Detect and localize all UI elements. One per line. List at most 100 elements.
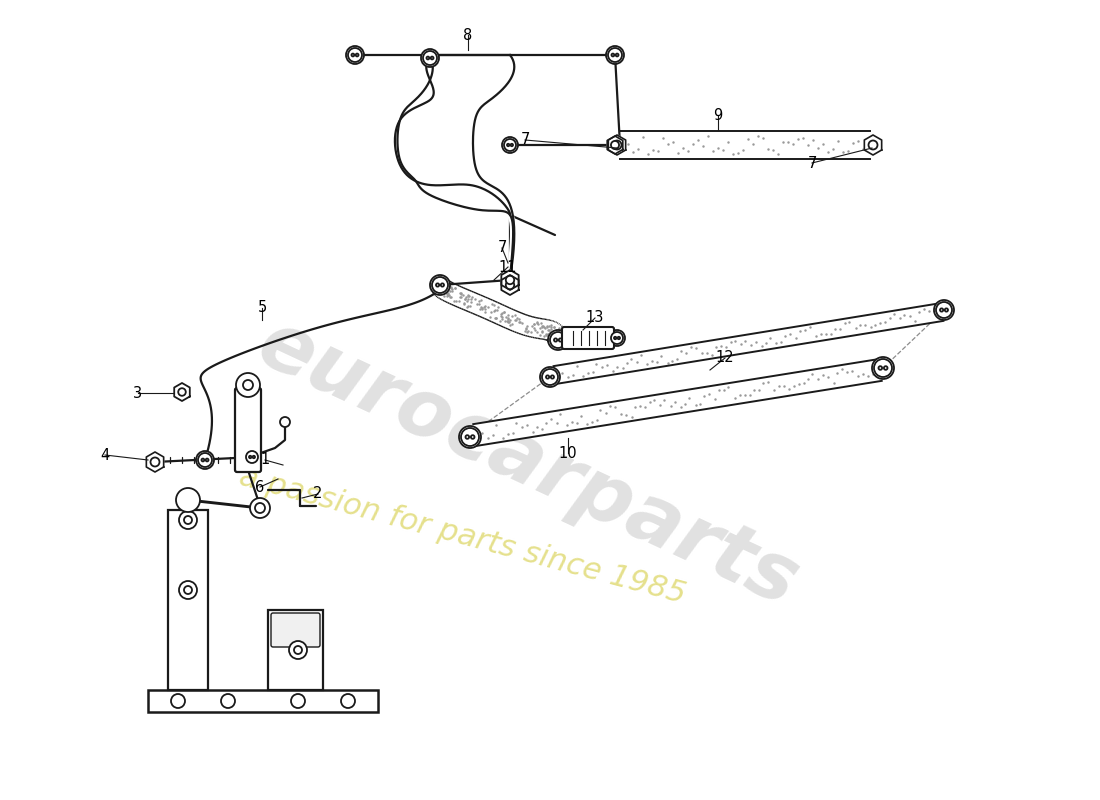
Circle shape xyxy=(184,516,192,524)
Circle shape xyxy=(471,435,474,438)
Circle shape xyxy=(506,276,514,284)
Text: 5: 5 xyxy=(257,301,266,315)
Circle shape xyxy=(346,46,364,64)
Circle shape xyxy=(551,375,554,378)
Polygon shape xyxy=(174,383,190,401)
Circle shape xyxy=(936,302,952,318)
Circle shape xyxy=(502,137,518,153)
Circle shape xyxy=(546,375,549,378)
Text: 4: 4 xyxy=(100,447,110,462)
Circle shape xyxy=(554,338,558,342)
Circle shape xyxy=(550,332,566,348)
Circle shape xyxy=(206,458,209,462)
Circle shape xyxy=(608,48,622,62)
Circle shape xyxy=(610,141,619,149)
Circle shape xyxy=(280,417,290,427)
FancyBboxPatch shape xyxy=(148,690,378,712)
Circle shape xyxy=(355,54,359,57)
Circle shape xyxy=(221,694,235,708)
Circle shape xyxy=(548,330,568,350)
Circle shape xyxy=(616,54,618,57)
Circle shape xyxy=(292,694,305,708)
Circle shape xyxy=(612,54,614,57)
Circle shape xyxy=(934,300,954,320)
Circle shape xyxy=(178,388,186,396)
Circle shape xyxy=(542,369,558,385)
Circle shape xyxy=(606,46,624,64)
Circle shape xyxy=(341,694,355,708)
Circle shape xyxy=(430,275,450,295)
Circle shape xyxy=(243,380,253,390)
Circle shape xyxy=(507,144,509,146)
Text: 3: 3 xyxy=(133,386,143,401)
Text: 11: 11 xyxy=(498,259,517,274)
FancyBboxPatch shape xyxy=(271,613,320,647)
Circle shape xyxy=(465,435,469,438)
Polygon shape xyxy=(502,275,519,295)
Polygon shape xyxy=(473,359,882,446)
Circle shape xyxy=(609,330,625,346)
Circle shape xyxy=(196,451,214,469)
Text: 6: 6 xyxy=(255,479,265,494)
Circle shape xyxy=(427,57,429,59)
Polygon shape xyxy=(608,135,626,155)
Circle shape xyxy=(872,357,894,379)
Polygon shape xyxy=(146,452,164,472)
Circle shape xyxy=(253,456,255,458)
Polygon shape xyxy=(620,131,870,159)
Text: 7: 7 xyxy=(807,155,816,170)
Circle shape xyxy=(540,367,560,387)
Circle shape xyxy=(201,458,205,462)
Circle shape xyxy=(459,426,481,448)
Circle shape xyxy=(236,373,260,397)
Circle shape xyxy=(884,366,888,370)
Polygon shape xyxy=(168,510,208,690)
Circle shape xyxy=(874,359,892,377)
Circle shape xyxy=(506,281,514,290)
Circle shape xyxy=(151,458,160,466)
Text: 10: 10 xyxy=(559,446,578,461)
Circle shape xyxy=(294,646,302,654)
Circle shape xyxy=(352,54,354,57)
Circle shape xyxy=(179,581,197,599)
Circle shape xyxy=(176,488,200,512)
Polygon shape xyxy=(607,136,623,154)
Polygon shape xyxy=(268,610,323,690)
Circle shape xyxy=(614,337,616,339)
Text: 9: 9 xyxy=(714,107,723,122)
Circle shape xyxy=(421,49,439,67)
Circle shape xyxy=(170,694,185,708)
Circle shape xyxy=(559,338,562,342)
Circle shape xyxy=(289,641,307,659)
Polygon shape xyxy=(865,135,882,155)
Circle shape xyxy=(613,141,621,150)
Text: 12: 12 xyxy=(716,350,735,366)
Text: 2: 2 xyxy=(314,486,322,502)
Circle shape xyxy=(610,332,623,344)
Text: 13: 13 xyxy=(586,310,604,326)
Circle shape xyxy=(504,139,516,151)
Circle shape xyxy=(617,337,620,339)
Circle shape xyxy=(431,57,433,59)
Circle shape xyxy=(246,451,258,463)
Circle shape xyxy=(198,453,212,467)
Circle shape xyxy=(255,503,265,513)
Text: a passion for parts since 1985: a passion for parts since 1985 xyxy=(235,462,689,610)
FancyBboxPatch shape xyxy=(235,388,261,472)
Circle shape xyxy=(348,48,362,62)
Circle shape xyxy=(249,456,252,458)
Circle shape xyxy=(879,366,882,370)
Text: eurocarparts: eurocarparts xyxy=(245,305,811,623)
Text: 7: 7 xyxy=(497,241,507,255)
Text: 8: 8 xyxy=(463,27,473,42)
Circle shape xyxy=(869,141,878,150)
Circle shape xyxy=(424,51,437,65)
Polygon shape xyxy=(553,303,944,384)
Circle shape xyxy=(436,283,439,286)
FancyBboxPatch shape xyxy=(562,327,614,349)
Circle shape xyxy=(940,308,943,312)
Circle shape xyxy=(945,308,948,312)
Circle shape xyxy=(432,277,448,293)
Circle shape xyxy=(441,283,444,286)
Circle shape xyxy=(184,586,192,594)
